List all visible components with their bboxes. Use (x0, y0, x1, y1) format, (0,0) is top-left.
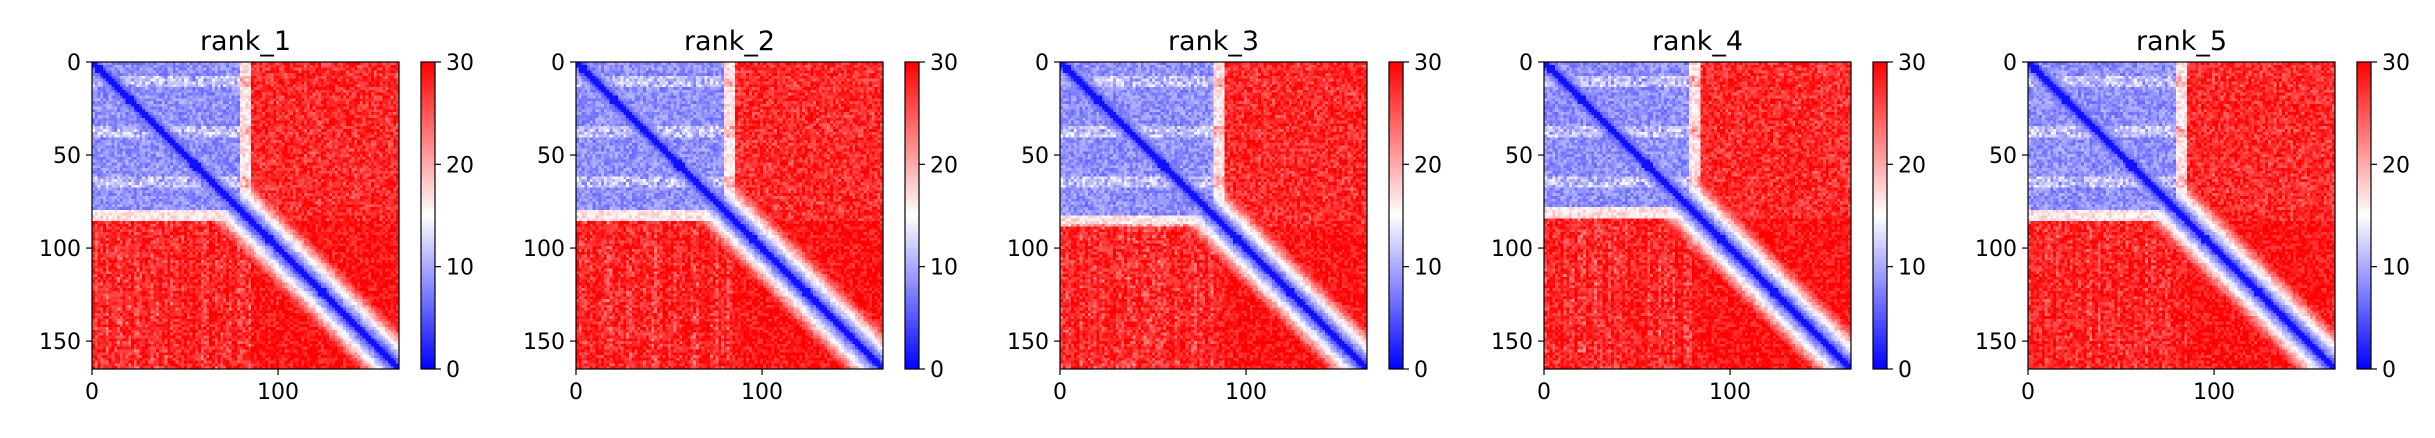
y-tick-label: 100 (1975, 237, 2017, 262)
colorbar-tick-label: 10 (1414, 256, 1442, 281)
y-tick-label: 150 (39, 330, 81, 355)
y-tick-label: 150 (1491, 330, 1533, 355)
x-tick-label: 100 (2193, 380, 2235, 405)
y-tick-label: 50 (537, 144, 565, 169)
colorbar (2357, 62, 2371, 369)
x-tick-label: 100 (1225, 380, 1267, 405)
y-tick-label: 100 (523, 237, 565, 262)
colorbar (905, 62, 919, 369)
colorbar-tick-label: 20 (446, 153, 474, 178)
y-tick-label: 0 (2003, 51, 2017, 76)
colorbar-tick-label: 10 (1898, 256, 1926, 281)
colorbar (421, 62, 435, 369)
colorbar-tick-label: 20 (1414, 153, 1442, 178)
y-tick-label: 0 (67, 51, 81, 76)
heatmap-image (1544, 62, 1851, 369)
colorbar-tick-label: 20 (1898, 153, 1926, 178)
colorbar-tick-label: 0 (930, 358, 944, 383)
x-tick-label: 0 (2021, 380, 2035, 405)
colorbar-tick-label: 0 (2382, 358, 2396, 383)
colorbar-tick-label: 20 (930, 153, 958, 178)
colorbar-tick-label: 10 (930, 256, 958, 281)
colorbar (1873, 62, 1887, 369)
x-tick-label: 0 (85, 380, 99, 405)
colorbar-frame (2356, 61, 2372, 370)
y-tick-label: 150 (1007, 330, 1049, 355)
colorbar-tick-label: 30 (930, 51, 958, 76)
x-tick-label: 0 (569, 380, 583, 405)
heatmap-frame (2027, 61, 2336, 370)
colorbar-tick-label: 0 (446, 358, 460, 383)
heatmap-image (1060, 62, 1367, 369)
y-tick-label: 50 (53, 144, 81, 169)
heatmap-frame (91, 61, 400, 370)
colorbar-frame (904, 61, 920, 370)
x-tick-label: 100 (1709, 380, 1751, 405)
colorbar (1389, 62, 1403, 369)
panel-title: rank_5 (2136, 26, 2227, 57)
colorbar-tick-label: 30 (446, 51, 474, 76)
heatmap-frame (575, 61, 884, 370)
heatmap-frame (1543, 61, 1852, 370)
panel-title: rank_3 (1168, 26, 1259, 57)
colorbar-tick-label: 30 (2382, 51, 2410, 76)
x-tick-label: 100 (741, 380, 783, 405)
panel-title: rank_1 (200, 26, 291, 57)
y-tick-label: 0 (1035, 51, 1049, 76)
heatmap-image (576, 62, 883, 369)
heatmap-image (2028, 62, 2335, 369)
colorbar-tick-label: 10 (446, 256, 474, 281)
y-tick-label: 0 (551, 51, 565, 76)
colorbar-frame (1872, 61, 1888, 370)
heatmap-frame (1059, 61, 1368, 370)
colorbar-tick-label: 20 (2382, 153, 2410, 178)
panel-title: rank_4 (1652, 26, 1743, 57)
colorbar-tick-label: 30 (1898, 51, 1926, 76)
colorbar-tick-label: 0 (1898, 358, 1912, 383)
x-tick-label: 100 (257, 380, 299, 405)
y-tick-label: 150 (1975, 330, 2017, 355)
y-tick-label: 0 (1519, 51, 1533, 76)
y-tick-label: 50 (1989, 144, 2017, 169)
colorbar-tick-label: 0 (1414, 358, 1428, 383)
y-tick-label: 100 (39, 237, 81, 262)
heatmap-image (92, 62, 399, 369)
y-tick-label: 50 (1021, 144, 1049, 169)
y-tick-label: 100 (1007, 237, 1049, 262)
panel-title: rank_2 (684, 26, 775, 57)
y-tick-label: 150 (523, 330, 565, 355)
y-tick-label: 100 (1491, 237, 1533, 262)
x-tick-label: 0 (1053, 380, 1067, 405)
colorbar-tick-label: 30 (1414, 51, 1442, 76)
colorbar-frame (1388, 61, 1404, 370)
colorbar-frame (420, 61, 436, 370)
y-tick-label: 50 (1505, 144, 1533, 169)
colorbar-tick-label: 10 (2382, 256, 2410, 281)
x-tick-label: 0 (1537, 380, 1551, 405)
